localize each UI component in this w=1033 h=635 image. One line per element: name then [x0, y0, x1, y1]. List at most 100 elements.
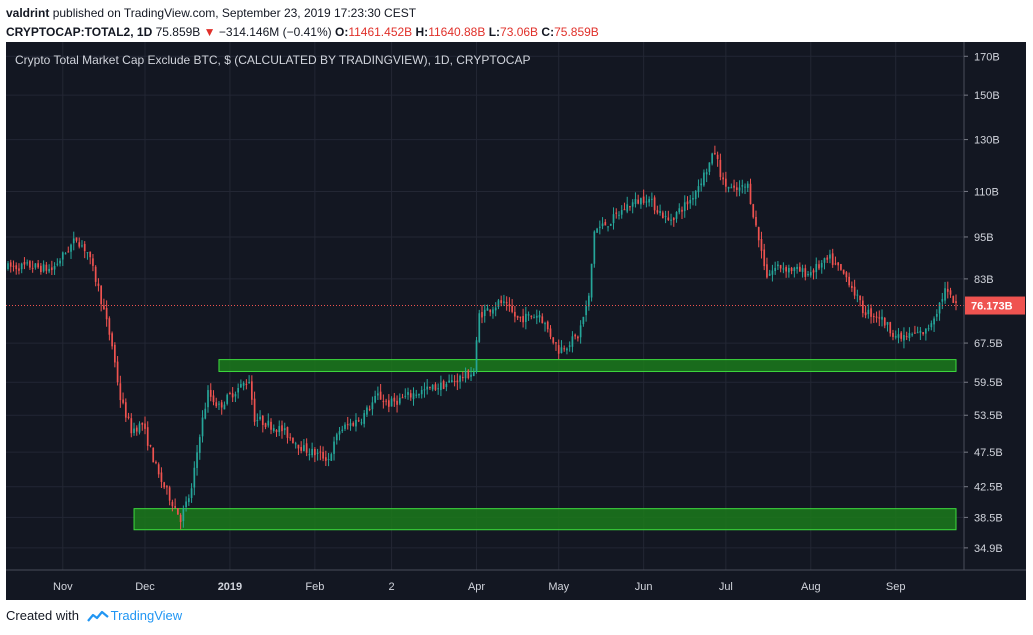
candle-body — [212, 395, 215, 402]
time-axis[interactable] — [6, 570, 1026, 600]
candle-body — [590, 263, 593, 298]
candle-body — [946, 288, 949, 292]
candle-body — [659, 211, 661, 213]
candle-body — [160, 472, 163, 482]
candle-body — [459, 375, 461, 382]
candles — [7, 145, 957, 530]
candle-body — [456, 380, 459, 383]
candle-body — [220, 402, 223, 408]
candle-body — [492, 309, 494, 314]
candle-body — [256, 420, 259, 422]
candle-body — [593, 231, 596, 264]
candle-body — [900, 332, 903, 339]
candle-body — [927, 328, 930, 330]
candle-body — [897, 334, 900, 338]
candle-body — [146, 427, 149, 446]
candle-body — [790, 267, 793, 272]
candle-body — [426, 386, 429, 390]
footer: Created with TradingView — [6, 608, 406, 630]
x-tick-label: Apr — [468, 581, 485, 593]
candle-body — [941, 299, 944, 302]
candle-body — [508, 304, 511, 307]
candle-body — [190, 488, 193, 498]
candle-body — [97, 283, 100, 286]
low-label: L: — [488, 25, 501, 39]
candle-body — [48, 268, 50, 272]
candle-body — [78, 242, 81, 247]
candle-body — [40, 265, 42, 273]
candle-body — [831, 253, 834, 265]
x-tick-label: 2019 — [218, 581, 242, 593]
candle-body — [522, 316, 524, 323]
candle-body — [278, 426, 281, 433]
candle-body — [618, 214, 620, 216]
candle-body — [692, 197, 694, 200]
candle-body — [596, 228, 598, 233]
candle-body — [626, 204, 629, 212]
candle-body — [415, 394, 418, 396]
candle-body — [352, 422, 355, 426]
candle-body — [798, 266, 801, 272]
candle-body — [50, 267, 53, 271]
candle-body — [612, 214, 615, 224]
candle-body — [185, 501, 187, 508]
candle-body — [472, 372, 475, 377]
candle-body — [842, 269, 845, 274]
author-name[interactable]: valdrint — [6, 6, 50, 20]
candle-body — [201, 417, 204, 437]
x-tick-label: May — [548, 581, 569, 593]
candle-body — [574, 334, 577, 337]
candle-body — [903, 334, 905, 341]
candle-body — [437, 388, 440, 390]
candle-body — [223, 404, 226, 410]
candle-body — [371, 402, 374, 410]
candle-body — [108, 318, 111, 335]
candle-body — [944, 288, 946, 301]
candle-body — [198, 437, 201, 453]
tradingview-brand-link[interactable]: TradingView — [110, 608, 183, 623]
candle-body — [949, 290, 952, 295]
candle-body — [483, 309, 486, 317]
candle-body — [549, 328, 552, 337]
candle-body — [629, 206, 631, 208]
candle-body — [714, 152, 716, 154]
x-tick-label: 2 — [389, 581, 395, 593]
symbol-name[interactable]: CRYPTOCAP:TOTAL2, 1D — [6, 25, 153, 39]
candle-body — [387, 400, 390, 407]
candle-body — [401, 397, 404, 399]
candle-body — [793, 267, 796, 272]
candle-body — [404, 395, 407, 397]
candle-body — [801, 268, 804, 272]
candle-body — [7, 263, 9, 270]
chart-area[interactable]: Crypto Total Market Cap Exclude BTC, $ (… — [6, 42, 1026, 600]
candle-body — [37, 263, 39, 268]
price-axis-labels: 170B 150B 130B 110B 95B 83B 67.5B 59.5B 53.5B 47.… — [964, 51, 1003, 555]
candle-body — [204, 408, 207, 419]
candle-body — [735, 187, 738, 190]
candle-body — [670, 219, 672, 221]
published-text: published on TradingView.com, September … — [52, 6, 417, 20]
candle-body — [18, 268, 20, 271]
price-chart[interactable]: Crypto Total Market Cap Exclude BTC, $ (… — [6, 42, 1026, 600]
candle-body — [667, 217, 670, 221]
last-price: 75.859B — [155, 25, 201, 39]
candle-body — [582, 316, 585, 325]
candle-body — [870, 308, 872, 317]
candle-body — [45, 264, 48, 271]
candle-body — [856, 294, 859, 296]
candle-body — [955, 301, 957, 304]
candle-body — [174, 506, 176, 508]
y-tick-label: 34.9B — [974, 543, 1003, 555]
candle-body — [292, 437, 294, 444]
candle-body — [166, 486, 168, 488]
candle-body — [826, 257, 829, 260]
candle-body — [245, 383, 248, 385]
x-tick-label: Sep — [886, 581, 906, 593]
candle-body — [812, 270, 815, 273]
candle-body — [867, 309, 870, 315]
candle-body — [135, 427, 138, 432]
candle-body — [89, 251, 92, 258]
candle-body — [75, 237, 78, 241]
candle-body — [322, 451, 324, 459]
candle-body — [363, 413, 366, 424]
